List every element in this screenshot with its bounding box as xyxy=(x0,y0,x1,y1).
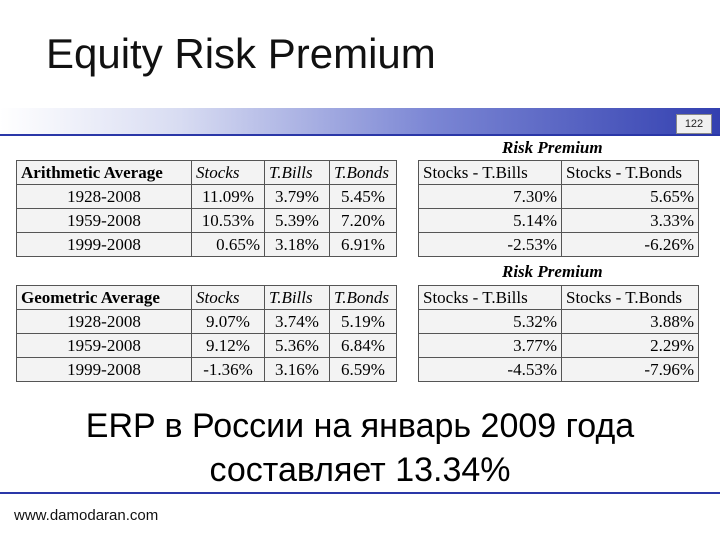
slide-title: Equity Risk Premium xyxy=(46,30,436,77)
value-cell: 11.09% xyxy=(191,184,265,209)
arithmetic-average-table: Arithmetic Average Stocks T.Bills T.Bond… xyxy=(16,160,397,257)
value-cell: 3.74% xyxy=(264,309,330,334)
value-cell: 3.79% xyxy=(264,184,330,209)
header-stocks: Stocks xyxy=(191,160,265,185)
title-bar xyxy=(0,108,720,136)
table-row: 1959-2008 9.12% 5.36% 6.84% xyxy=(16,333,397,358)
table-header-row: Stocks - T.Bills Stocks - T.Bonds xyxy=(418,160,699,185)
table-row: 5.32% 3.88% xyxy=(418,309,699,334)
title-divider xyxy=(0,134,720,136)
value-cell: 0.65% xyxy=(191,232,265,257)
header-label: Arithmetic Average xyxy=(16,160,192,185)
table-row: -2.53% -6.26% xyxy=(418,232,699,257)
value-cell: -1.36% xyxy=(191,357,265,382)
risk-premium-geometric-table: Stocks - T.Bills Stocks - T.Bonds 5.32% … xyxy=(418,285,699,382)
value-cell: 3.16% xyxy=(264,357,330,382)
value-cell: 5.39% xyxy=(264,208,330,233)
header-stocks-tbills: Stocks - T.Bills xyxy=(418,160,562,185)
value-cell: 3.18% xyxy=(264,232,330,257)
table-row: 1928-2008 9.07% 3.74% 5.19% xyxy=(16,309,397,334)
value-cell: 6.91% xyxy=(329,232,397,257)
value-cell: 5.36% xyxy=(264,333,330,358)
value-cell: 3.77% xyxy=(418,333,562,358)
table-row: 5.14% 3.33% xyxy=(418,208,699,233)
period-cell: 1959-2008 xyxy=(16,333,192,358)
erp-statement: ERP в России на январь 2009 года составл… xyxy=(0,404,720,492)
table-header-row: Geometric Average Stocks T.Bills T.Bonds xyxy=(16,285,397,310)
value-cell: 9.07% xyxy=(191,309,265,334)
geometric-average-table: Geometric Average Stocks T.Bills T.Bonds… xyxy=(16,285,397,382)
value-cell: 7.20% xyxy=(329,208,397,233)
table-row: 1999-2008 0.65% 3.18% 6.91% xyxy=(16,232,397,257)
value-cell: -4.53% xyxy=(418,357,562,382)
value-cell: 9.12% xyxy=(191,333,265,358)
risk-premium-title: Risk Premium xyxy=(502,262,603,281)
table-row: 1959-2008 10.53% 5.39% 7.20% xyxy=(16,208,397,233)
value-cell: 3.33% xyxy=(561,208,699,233)
value-cell: 5.65% xyxy=(561,184,699,209)
value-cell: -2.53% xyxy=(418,232,562,257)
footer-url: www.damodaran.com xyxy=(14,507,159,524)
value-cell: 7.30% xyxy=(418,184,562,209)
table-row: -4.53% -7.96% xyxy=(418,357,699,382)
value-cell: 6.59% xyxy=(329,357,397,382)
table-row: 1999-2008 -1.36% 3.16% 6.59% xyxy=(16,357,397,382)
period-cell: 1928-2008 xyxy=(16,309,192,334)
table-row: 1928-2008 11.09% 3.79% 5.45% xyxy=(16,184,397,209)
erp-line-2: составляет 13.34% xyxy=(209,451,511,489)
table-header-row: Stocks - T.Bills Stocks - T.Bonds xyxy=(418,285,699,310)
header-tbonds: T.Bonds xyxy=(329,285,397,310)
value-cell: 5.32% xyxy=(418,309,562,334)
risk-premium-arithmetic-table: Stocks - T.Bills Stocks - T.Bonds 7.30% … xyxy=(418,160,699,257)
period-cell: 1959-2008 xyxy=(16,208,192,233)
header-stocks: Stocks xyxy=(191,285,265,310)
period-cell: 1928-2008 xyxy=(16,184,192,209)
value-cell: -6.26% xyxy=(561,232,699,257)
value-cell: 5.19% xyxy=(329,309,397,334)
header-stocks-tbills: Stocks - T.Bills xyxy=(418,285,562,310)
value-cell: 10.53% xyxy=(191,208,265,233)
header-tbonds: T.Bonds xyxy=(329,160,397,185)
erp-line-1: ERP в России на январь 2009 года xyxy=(85,407,635,445)
slide-number: 122 xyxy=(676,114,712,134)
value-cell: -7.96% xyxy=(561,357,699,382)
risk-premium-title: Risk Premium xyxy=(502,138,603,157)
header-stocks-tbonds: Stocks - T.Bonds xyxy=(561,285,699,310)
header-label: Geometric Average xyxy=(16,285,192,310)
header-tbills: T.Bills xyxy=(264,285,330,310)
value-cell: 2.29% xyxy=(561,333,699,358)
header-tbills: T.Bills xyxy=(264,160,330,185)
table-header-row: Arithmetic Average Stocks T.Bills T.Bond… xyxy=(16,160,397,185)
value-cell: 3.88% xyxy=(561,309,699,334)
period-cell: 1999-2008 xyxy=(16,232,192,257)
footer-divider xyxy=(0,492,720,494)
value-cell: 5.45% xyxy=(329,184,397,209)
header-stocks-tbonds: Stocks - T.Bonds xyxy=(561,160,699,185)
period-cell: 1999-2008 xyxy=(16,357,192,382)
table-row: 3.77% 2.29% xyxy=(418,333,699,358)
value-cell: 6.84% xyxy=(329,333,397,358)
value-cell: 5.14% xyxy=(418,208,562,233)
table-row: 7.30% 5.65% xyxy=(418,184,699,209)
